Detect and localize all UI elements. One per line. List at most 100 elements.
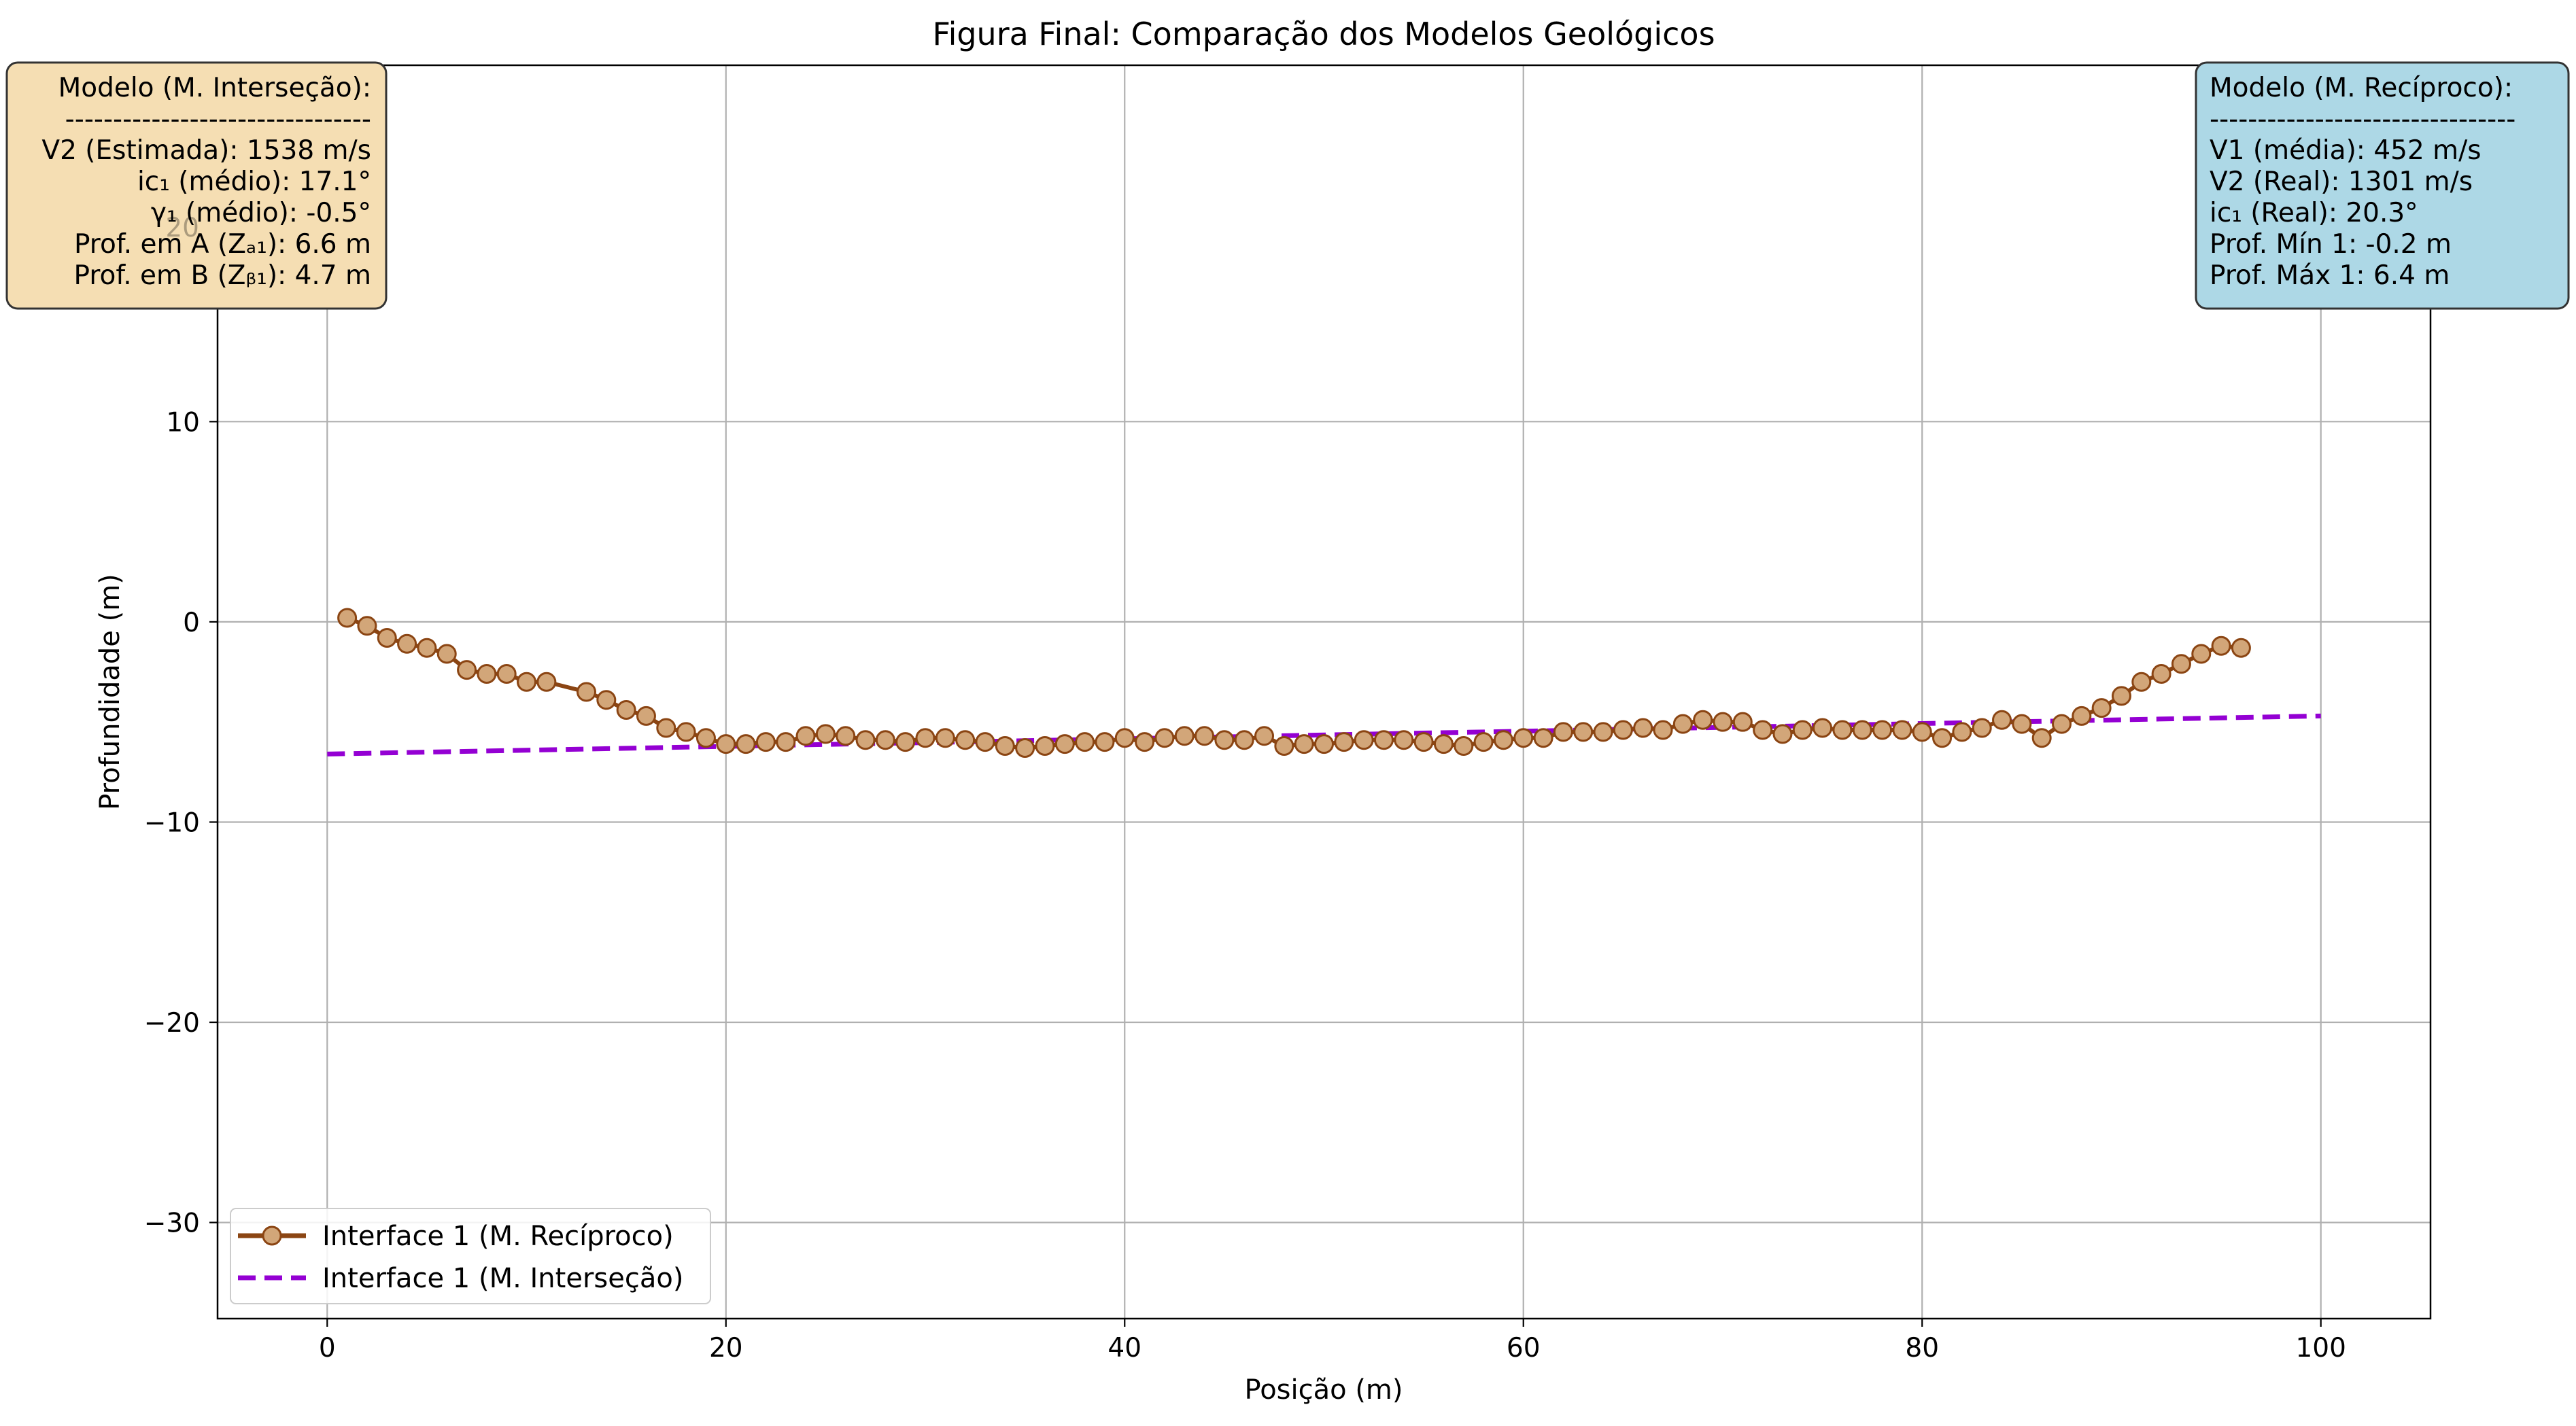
y-tick-label-2: −10 (144, 807, 200, 838)
data-point-reciproco-55 (1454, 736, 1474, 757)
data-point-reciproco-27 (895, 732, 916, 752)
x-tick-label-4: 80 (1905, 1333, 1939, 1363)
data-point-reciproco-1 (357, 616, 377, 636)
data-point-reciproco-2 (377, 627, 397, 648)
data-point-reciproco-0 (337, 608, 358, 628)
data-point-reciproco-64 (1633, 718, 1653, 738)
data-point-reciproco-76 (1872, 720, 1893, 740)
info-box-intersecao: 20 Modelo (M. Interseção): -------------… (5, 61, 388, 310)
data-point-reciproco-73 (1813, 718, 1833, 738)
x-axis-label: Posição (m) (1245, 1374, 1403, 1406)
intersecao-line-5: γ₁ (médio): -0.5° (151, 198, 371, 228)
x-tick-label-1: 20 (709, 1333, 743, 1363)
data-point-reciproco-39 (1135, 732, 1155, 752)
data-point-reciproco-85 (2052, 714, 2072, 734)
x-tick-label-2: 40 (1107, 1333, 1141, 1363)
data-point-reciproco-67 (1693, 710, 1713, 730)
data-point-reciproco-11 (577, 682, 596, 702)
data-point-reciproco-90 (2151, 663, 2171, 684)
data-point-reciproco-88 (2111, 686, 2131, 706)
data-point-reciproco-91 (2171, 654, 2191, 674)
data-point-reciproco-72 (1792, 720, 1813, 740)
data-point-reciproco-14 (636, 706, 656, 726)
data-point-reciproco-58 (1513, 728, 1534, 748)
legend-frame (230, 1208, 711, 1304)
reciproco-line-1: Modelo (M. Recíproco): (2210, 73, 2513, 103)
intersecao-line-3: V2 (Estimada): 1538 m/s (41, 135, 371, 166)
partial-y-tick-label: 20 (165, 213, 199, 243)
data-point-reciproco-5 (436, 644, 457, 664)
data-point-reciproco-84 (2031, 728, 2052, 748)
data-point-reciproco-34 (1035, 736, 1055, 757)
y-tick-label-0: −30 (144, 1208, 200, 1239)
x-tick-label-0: 0 (319, 1333, 336, 1363)
data-point-reciproco-19 (736, 734, 756, 754)
data-point-reciproco-69 (1732, 712, 1753, 732)
data-point-reciproco-45 (1254, 726, 1275, 746)
legend-label-reciproco: Interface 1 (M. Recíproco) (322, 1221, 674, 1252)
data-point-reciproco-9 (517, 672, 537, 692)
data-point-reciproco-46 (1274, 736, 1294, 757)
legend: Interface 1 (M. Recíproco) Interface 1 (… (230, 1208, 711, 1304)
data-point-reciproco-87 (2091, 698, 2112, 718)
info-box-intersecao-frame (5, 61, 388, 310)
data-point-reciproco-30 (955, 730, 976, 750)
data-point-reciproco-94 (2231, 638, 2251, 658)
data-point-reciproco-16 (676, 722, 696, 742)
data-point-reciproco-75 (1852, 720, 1872, 740)
x-tick-label-3: 60 (1507, 1333, 1541, 1363)
data-point-reciproco-71 (1772, 724, 1793, 744)
data-point-reciproco-15 (656, 718, 676, 738)
reciproco-line-6: Prof. Mín 1: -0.2 m (2210, 229, 2452, 260)
data-point-reciproco-3 (397, 633, 417, 654)
data-point-reciproco-12 (596, 690, 617, 710)
data-point-reciproco-31 (975, 732, 995, 752)
data-point-reciproco-26 (875, 730, 895, 750)
intersecao-line-1: Modelo (M. Interseção): (58, 73, 371, 103)
data-point-reciproco-66 (1672, 714, 1693, 734)
axis-ticks: 0 20 40 60 80 100 −30 −20 −10 0 10 (144, 407, 2346, 1363)
data-point-reciproco-42 (1195, 726, 1215, 746)
intersecao-line-6: Prof. em A (Zₐ₁): 6.6 m (74, 229, 371, 260)
data-point-reciproco-18 (716, 734, 736, 754)
data-point-reciproco-22 (795, 726, 816, 746)
data-point-reciproco-20 (755, 732, 776, 752)
reciproco-line-2: -------------------------------- (2210, 104, 2515, 135)
data-point-reciproco-61 (1573, 722, 1594, 742)
data-point-reciproco-89 (2131, 672, 2152, 692)
data-point-reciproco-56 (1473, 732, 1494, 752)
data-point-reciproco-6 (457, 660, 477, 680)
data-point-reciproco-10 (536, 672, 557, 692)
data-point-reciproco-51 (1373, 730, 1394, 750)
data-point-reciproco-59 (1533, 728, 1553, 748)
data-point-reciproco-92 (2191, 644, 2212, 664)
data-point-reciproco-54 (1433, 734, 1454, 754)
data-point-reciproco-49 (1334, 732, 1354, 752)
intersecao-line-2: -------------------------------- (65, 104, 371, 135)
legend-label-intersecao: Interface 1 (M. Interseção) (322, 1263, 683, 1294)
data-point-reciproco-81 (1972, 718, 1992, 738)
data-point-reciproco-47 (1294, 734, 1314, 754)
x-tick-label-5: 100 (2295, 1333, 2346, 1363)
data-point-reciproco-41 (1174, 726, 1195, 746)
data-point-reciproco-80 (1952, 722, 1972, 742)
data-point-reciproco-13 (616, 700, 636, 720)
data-point-reciproco-65 (1653, 720, 1673, 740)
data-point-reciproco-48 (1314, 734, 1334, 754)
data-point-reciproco-57 (1493, 730, 1513, 750)
data-point-reciproco-36 (1075, 732, 1095, 752)
data-point-reciproco-25 (855, 730, 876, 750)
data-point-reciproco-79 (1932, 728, 1953, 748)
y-axis-label: Profundidade (m) (95, 574, 126, 810)
data-point-reciproco-8 (496, 663, 517, 684)
data-point-reciproco-53 (1413, 732, 1434, 752)
data-point-reciproco-74 (1832, 720, 1853, 740)
reciproco-line-5: ic₁ (Real): 20.3° (2210, 198, 2418, 228)
data-point-reciproco-32 (995, 736, 1015, 757)
data-point-reciproco-38 (1114, 728, 1135, 748)
reciproco-line-7: Prof. Máx 1: 6.4 m (2210, 260, 2450, 291)
data-point-reciproco-70 (1753, 720, 1773, 740)
data-point-reciproco-83 (2012, 714, 2032, 734)
data-point-reciproco-86 (2072, 706, 2092, 726)
